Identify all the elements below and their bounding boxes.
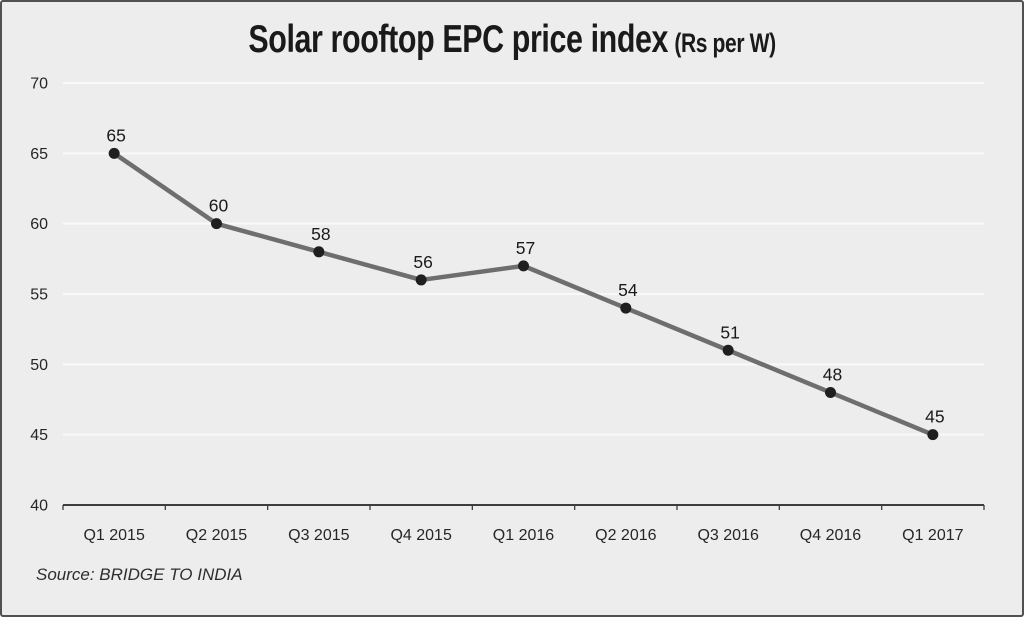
data-point-label: 45 [925,407,944,427]
data-point-label: 54 [618,280,638,300]
data-point-label: 60 [209,196,229,216]
x-axis-tick-label: Q1 2017 [902,527,963,544]
y-axis-tick-label: 40 [30,498,48,515]
data-point-marker [415,274,427,286]
x-axis-tick-label: Q1 2015 [83,527,144,544]
source-note: Source: BRIDGE TO INDIA [36,565,243,584]
x-axis-tick-label: Q4 2015 [390,527,451,544]
data-point-label: 51 [720,322,739,342]
x-axis-tick-label: Q3 2016 [697,527,758,544]
data-point-marker [927,429,939,441]
y-axis-tick-label: 60 [30,216,48,233]
y-axis-tick-label: 70 [30,76,48,93]
data-point-marker [722,344,734,356]
chart-title: Solar rooftop EPC price index (Rs per W) [2,18,1022,62]
y-axis-tick-label: 55 [30,287,48,304]
data-point-label: 57 [516,238,535,258]
y-axis-tick-label: 65 [30,146,48,163]
x-axis-tick-label: Q2 2015 [186,527,247,544]
x-axis-tick-label: Q2 2016 [595,527,656,544]
data-point-label: 56 [413,252,432,272]
y-axis-tick-label: 50 [30,357,48,374]
data-point-marker [518,260,529,272]
x-axis-tick-label: Q4 2016 [800,527,861,544]
data-point-marker [313,246,325,258]
chart-title-main: Solar rooftop EPC price index [248,18,669,61]
chart-title-unit: (Rs per W) [674,28,776,58]
data-point-label: 65 [106,125,125,145]
data-point-marker [620,302,632,314]
y-axis-tick-label: 45 [30,427,48,444]
data-point-marker [108,147,120,159]
data-point-label: 48 [823,364,842,384]
data-point-marker [825,386,836,398]
x-axis-tick-label: Q3 2015 [288,527,349,544]
data-point-label: 58 [311,224,330,244]
data-point-marker [211,218,222,230]
x-axis-tick-label: Q1 2016 [493,527,554,544]
